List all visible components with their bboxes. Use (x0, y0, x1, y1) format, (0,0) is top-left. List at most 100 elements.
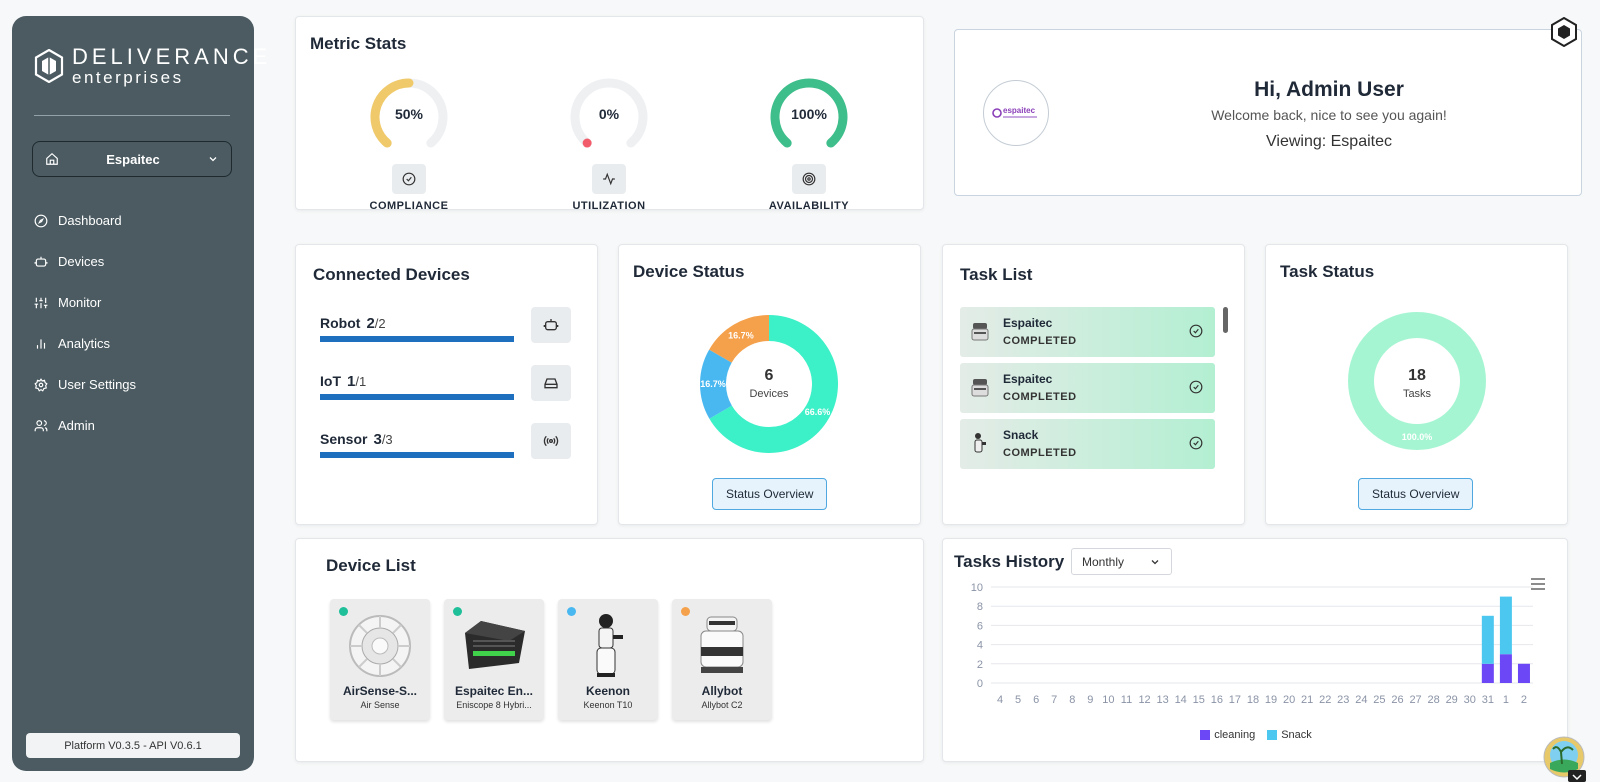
status-dot (453, 607, 462, 616)
robot-thumbnail-icon (974, 433, 986, 453)
x-tick-label: 16 (1211, 694, 1223, 706)
workspace-selector[interactable]: Espaitec (32, 141, 232, 177)
sidebar-item-analytics[interactable]: Analytics (34, 323, 234, 364)
progress-bar (320, 394, 514, 400)
device-type-name: Robot (320, 315, 361, 331)
device-tile[interactable]: Espaitec En... Eniscope 8 Hybri... (444, 599, 544, 720)
task-item[interactable]: Espaitec COMPLETED (960, 307, 1215, 357)
bar-cleaning[interactable] (1499, 654, 1512, 683)
device-name: AirSense-S... (342, 684, 418, 698)
gauge-value: 100% (791, 106, 827, 122)
device-name: Keenon (585, 684, 630, 698)
device-tile[interactable]: AirSense-S... Air Sense (330, 599, 430, 720)
task-status-donut: 100.0% (1348, 312, 1486, 450)
energy-meter-image-icon (465, 621, 525, 669)
donut-slice[interactable] (1348, 312, 1486, 450)
robot-icon[interactable] (531, 307, 571, 343)
robot-thumbnail-icon (971, 379, 989, 397)
legend-item-cleaning[interactable]: cleaning (1200, 729, 1255, 741)
gear-icon (34, 377, 48, 392)
sidebar-item-dashboard[interactable]: Dashboard (34, 200, 234, 241)
chevron-down-icon (1572, 774, 1582, 781)
x-tick-label: 1 (1503, 694, 1509, 706)
donut-slice[interactable] (709, 315, 838, 453)
donut-center-label: Tasks (1402, 388, 1432, 400)
x-tick-label: 21 (1301, 694, 1313, 706)
donut-slice[interactable] (709, 315, 770, 364)
espaitec-logo-icon: espaitec (992, 106, 1037, 118)
x-tick-label: 22 (1319, 694, 1331, 706)
gauge-ring (770, 78, 848, 148)
x-tick-label: 17 (1229, 694, 1241, 706)
gauge-ring (370, 78, 448, 148)
task-status: COMPLETED (1003, 447, 1077, 459)
y-tick-label: 0 (977, 678, 983, 690)
activity-icon[interactable] (592, 164, 626, 194)
x-tick-label: 24 (1355, 694, 1367, 706)
check-circle-icon (1189, 380, 1203, 394)
hexagon-app-icon[interactable] (1550, 17, 1578, 47)
check-circle-icon[interactable] (392, 164, 426, 194)
x-tick-label: 14 (1175, 694, 1187, 706)
device-row-iot: IoT 1/1 (320, 365, 571, 401)
bar-cleaning[interactable] (1481, 663, 1494, 683)
bar-snack[interactable] (1481, 615, 1494, 664)
sidebar: DELIVERANCE enterprises Espaitec Dashboa… (12, 16, 267, 771)
avatar[interactable]: espaitec (983, 80, 1049, 146)
chevron-down-icon (1151, 559, 1159, 564)
device-list-card: Device List AirSense-S... Air Sense Espa… (295, 538, 924, 762)
device-tile[interactable]: Keenon Keenon T10 (558, 599, 658, 720)
device-count: 3 (373, 431, 382, 448)
bar-snack[interactable] (1499, 596, 1512, 655)
device-total: /1 (355, 374, 367, 389)
avatar-logo-text: espaitec (1003, 106, 1036, 115)
period-select-value: Monthly (1082, 554, 1125, 569)
bar-cleaning[interactable] (1517, 663, 1530, 683)
sidebar-item-user-settings[interactable]: User Settings (34, 364, 234, 405)
chevron-down-icon (209, 157, 217, 162)
air-sensor-image-icon (349, 615, 411, 677)
scrollbar-thumb[interactable] (1223, 307, 1228, 333)
welcome-card: espaitec Hi, Admin User Welcome back, ni… (954, 29, 1582, 196)
period-select[interactable]: Monthly (1071, 548, 1172, 575)
chevron-down-badge[interactable] (1568, 770, 1586, 782)
device-model: Keenon T10 (583, 700, 633, 710)
status-dot (339, 607, 348, 616)
sidebar-item-label: User Settings (58, 377, 137, 392)
router-icon[interactable] (531, 365, 571, 401)
y-tick-label: 2 (977, 659, 983, 671)
task-item[interactable]: Espaitec COMPLETED (960, 363, 1215, 413)
card-title: Device List (326, 556, 416, 575)
x-tick-label: 2 (1521, 694, 1527, 706)
card-title: Task Status (1280, 262, 1375, 281)
chat-avatar-icon[interactable] (1543, 736, 1585, 778)
target-icon[interactable] (792, 164, 826, 194)
sidebar-item-monitor[interactable]: Monitor (34, 282, 234, 323)
donut-slice[interactable] (700, 349, 733, 419)
hamburger-icon[interactable] (1530, 577, 1546, 591)
card-title: Device Status (633, 262, 745, 281)
device-row-sensor: Sensor 3/3 (320, 423, 571, 459)
brand-tagline: enterprises (72, 68, 184, 87)
chart-legend: cleaning Snack (943, 729, 1569, 741)
x-tick-label: 6 (1033, 694, 1039, 706)
device-model: Air Sense (360, 700, 400, 710)
device-model: Eniscope 8 Hybri... (456, 700, 532, 710)
legend-swatch (1267, 730, 1278, 740)
sidebar-item-devices[interactable]: Devices (34, 241, 234, 282)
status-overview-button[interactable]: Status Overview (1358, 478, 1474, 510)
connected-devices-card: Connected Devices Robot 2/2 IoT 1/1 Sensor… (295, 244, 598, 525)
status-overview-button[interactable]: Status Overview (712, 478, 828, 510)
broadcast-icon[interactable] (531, 423, 571, 459)
check-circle-icon (1189, 324, 1203, 338)
sidebar-item-label: Admin (58, 418, 95, 433)
task-item[interactable]: Snack COMPLETED (960, 419, 1215, 469)
gauge-ring (570, 78, 648, 148)
sidebar-item-label: Dashboard (58, 213, 122, 228)
device-total: /3 (381, 432, 393, 447)
progress-bar (320, 452, 514, 458)
brand-logo[interactable]: DELIVERANCE enterprises (34, 36, 267, 96)
sidebar-item-admin[interactable]: Admin (34, 405, 234, 446)
legend-item-snack[interactable]: Snack (1267, 729, 1312, 741)
device-tile[interactable]: Allybot Allybot C2 (672, 599, 772, 720)
